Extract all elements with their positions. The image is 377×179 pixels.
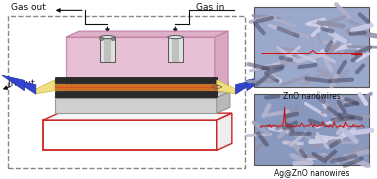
Text: IR in: IR in bbox=[209, 79, 229, 88]
Bar bbox=[55, 98, 217, 113]
Polygon shape bbox=[36, 80, 55, 94]
Polygon shape bbox=[217, 80, 236, 94]
Polygon shape bbox=[55, 92, 230, 98]
Bar bbox=[254, 94, 369, 165]
Text: IR out: IR out bbox=[8, 79, 34, 88]
Bar bbox=[55, 84, 217, 90]
Ellipse shape bbox=[100, 37, 104, 40]
Ellipse shape bbox=[111, 37, 115, 40]
Bar bbox=[66, 37, 215, 92]
Text: ZnO nanowires: ZnO nanowires bbox=[283, 92, 341, 101]
Bar bbox=[168, 37, 183, 62]
Polygon shape bbox=[247, 75, 270, 91]
Text: Gas out: Gas out bbox=[11, 3, 46, 12]
Polygon shape bbox=[13, 79, 36, 94]
Bar bbox=[100, 37, 115, 62]
Text: Gas in: Gas in bbox=[196, 3, 224, 12]
Polygon shape bbox=[217, 113, 232, 150]
Ellipse shape bbox=[100, 36, 115, 39]
Bar bbox=[8, 16, 245, 168]
Ellipse shape bbox=[168, 36, 183, 39]
Text: Ag@ZnO nanowires: Ag@ZnO nanowires bbox=[274, 169, 350, 178]
Bar bbox=[254, 7, 369, 87]
Bar bbox=[172, 37, 179, 62]
Bar bbox=[55, 91, 217, 97]
Polygon shape bbox=[236, 79, 258, 94]
Bar bbox=[43, 120, 217, 150]
Bar bbox=[55, 77, 217, 83]
Polygon shape bbox=[217, 92, 230, 113]
Polygon shape bbox=[66, 31, 228, 37]
Polygon shape bbox=[43, 113, 232, 120]
Polygon shape bbox=[2, 75, 25, 91]
Bar bbox=[104, 37, 111, 62]
Polygon shape bbox=[215, 31, 228, 92]
